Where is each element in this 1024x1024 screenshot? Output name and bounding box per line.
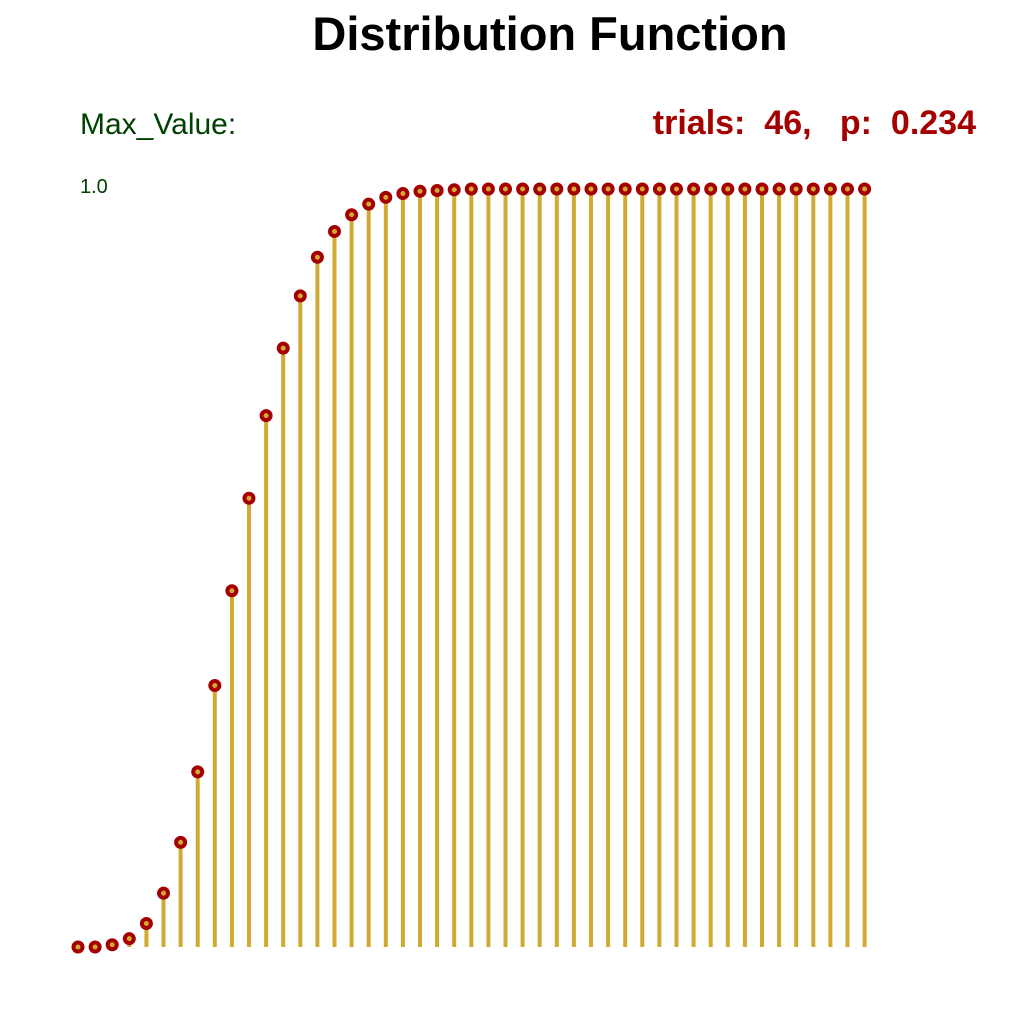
stem-marker [345, 208, 359, 222]
trials-label: trials: [652, 104, 746, 142]
stem-marker [396, 187, 410, 201]
stem-marker [618, 182, 632, 196]
stem-marker [652, 182, 666, 196]
max-value-label: Max_Value: [80, 108, 237, 141]
stem-marker [362, 197, 376, 211]
stem-marker [174, 835, 188, 849]
stem-marker [191, 765, 205, 779]
stem-marker [293, 289, 307, 303]
p-label: p: [839, 104, 872, 142]
max-value-number: 1.0 [80, 176, 108, 198]
stem-marker [721, 182, 735, 196]
stem-marker [704, 182, 718, 196]
stem-marker [157, 886, 170, 900]
stem-marker [481, 182, 495, 196]
stem-group [110, 189, 867, 947]
parameters-readout: trials: 46, p: 0.234 [652, 104, 976, 142]
stem-marker [88, 940, 102, 954]
stem-marker [550, 182, 564, 196]
stem-marker [413, 184, 427, 198]
stem-marker [841, 182, 854, 196]
stem-marker [823, 182, 837, 196]
stem-marker [499, 182, 512, 196]
stem-marker [584, 182, 598, 196]
stem-marker [259, 409, 273, 423]
stem-marker [806, 182, 820, 196]
stem-marker [447, 183, 461, 197]
stem-marker [772, 182, 786, 196]
stem-marker [139, 917, 153, 931]
stem-marker [858, 182, 872, 196]
stem-marker [755, 182, 769, 196]
stem-marker [310, 250, 324, 264]
stem-marker [430, 184, 444, 198]
stem-marker [635, 182, 649, 196]
stem-marker [379, 190, 393, 204]
stem-marker [71, 940, 85, 954]
chart-title: Distribution Function [312, 7, 788, 60]
stem-marker [242, 491, 256, 505]
stem-marker [208, 678, 222, 692]
stem-marker [225, 584, 239, 598]
stem-marker [105, 938, 119, 952]
stem-marker [276, 341, 290, 355]
stem-marker [533, 182, 547, 196]
stem-marker [567, 182, 581, 196]
stem-marker [601, 182, 615, 196]
stem-marker [687, 182, 701, 196]
stem-marker [464, 182, 478, 196]
p-value: 0.234 [890, 104, 976, 142]
stem-marker [789, 182, 803, 196]
stem-marker [670, 182, 683, 196]
stem-marker [122, 932, 136, 946]
trials-value: 46 [764, 104, 803, 142]
stem-marker [516, 182, 530, 196]
stem-marker [328, 224, 341, 238]
stem-marker [738, 182, 752, 196]
marker-group [71, 182, 872, 954]
